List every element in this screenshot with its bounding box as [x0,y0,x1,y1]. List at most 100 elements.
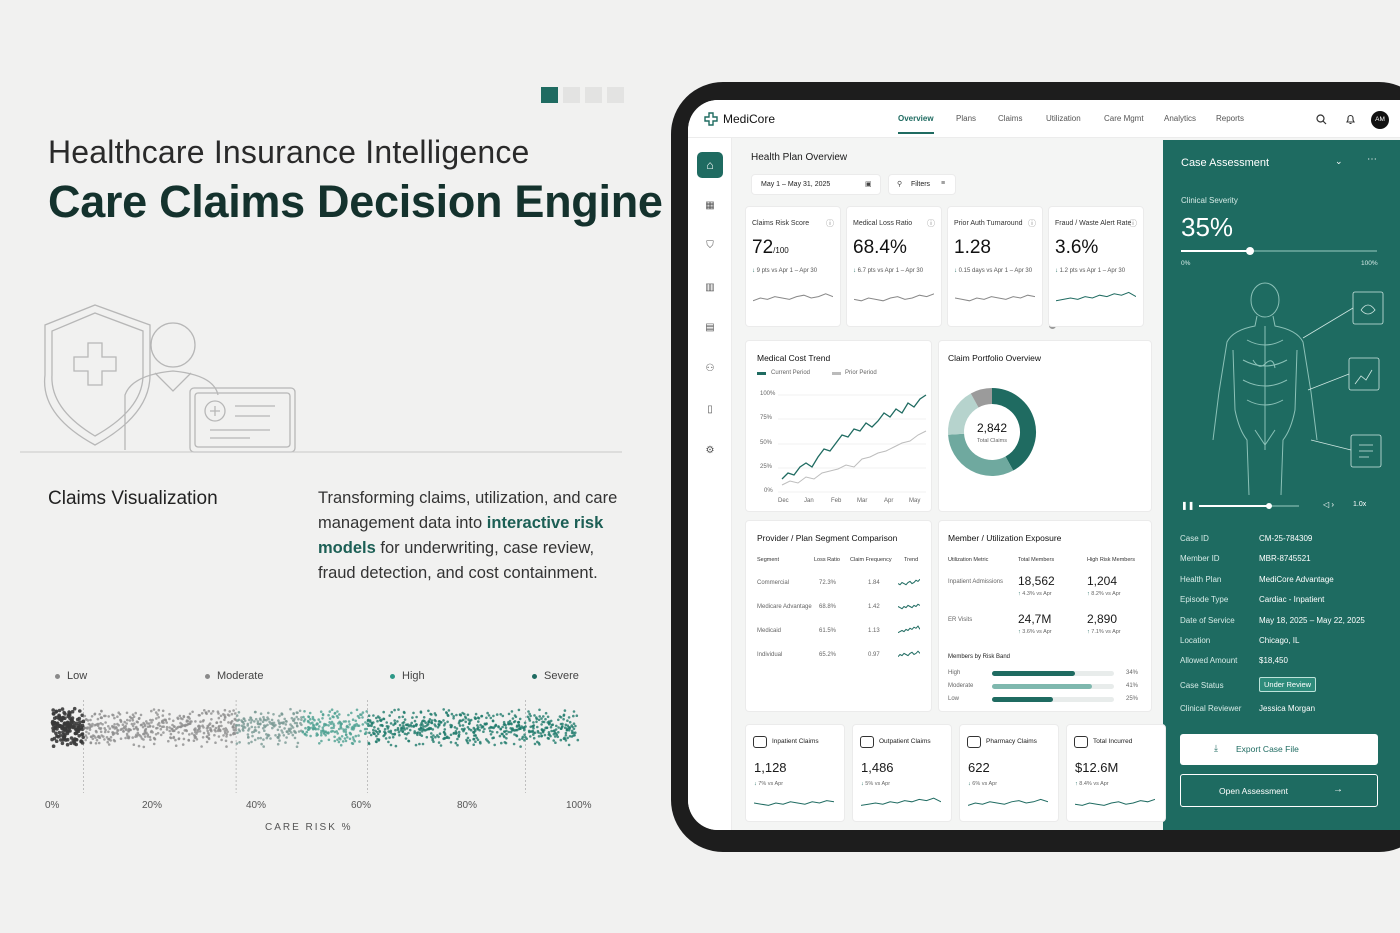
sidebar-users-icon[interactable]: ⚇ [705,363,715,374]
sidebar-chart-icon[interactable]: ▥ [705,282,715,293]
date-range-picker[interactable]: May 1 – May 31, 2025 ▣ [751,174,881,195]
nav-care-mgmt[interactable]: Care Mgmt [1104,114,1144,123]
nav-reports[interactable]: Reports [1216,114,1245,123]
severity-slider[interactable] [1181,247,1377,255]
risk-point [278,739,281,742]
risk-point [179,725,182,729]
export-case-button[interactable]: ⤓ Export Case File [1180,734,1378,765]
x-tick: Feb [831,498,842,504]
page-dot[interactable] [585,87,602,103]
risk-point [507,712,511,716]
risk-point [196,730,199,733]
risk-point [483,727,486,731]
nav-claims[interactable]: Claims [998,114,1023,123]
risk-point [327,738,331,742]
risk-point [403,728,407,731]
risk-point [402,724,405,727]
open-assessment-button[interactable]: Open Assessment → [1180,774,1378,807]
risk-point [513,720,517,723]
risk-point [510,710,514,713]
nav-plans[interactable]: Plans [956,114,977,123]
risk-point [565,728,569,732]
risk-point [192,733,196,737]
table-row[interactable]: Commercial 72.3% 1.84 [746,577,933,597]
risk-point [162,731,165,734]
risk-point [509,730,513,734]
sparkline-icon [955,294,1035,302]
more-icon[interactable]: ⋯ [1367,154,1377,165]
hero-subtitle: Healthcare Insurance Intelligence [48,134,530,170]
risk-point [433,712,437,715]
risk-point [344,733,348,737]
claim-kpi-value: 1,128 [754,760,787,775]
brand-logo[interactable]: MediCore [704,112,775,126]
nav-analytics[interactable]: Analytics [1164,114,1197,123]
risk-point [407,724,411,728]
risk-point [124,727,127,730]
risk-point [132,743,136,746]
risk-point [446,720,449,724]
risk-point [232,723,236,726]
risk-point [154,711,158,714]
sidebar-settings-icon[interactable]: ⚙ [705,445,715,456]
risk-point [327,713,330,717]
kpi-delta: ↓ 1.2 pts vs Apr 1 – Apr 30 [1055,268,1125,274]
prev-next-icon[interactable]: ◁ › [1323,500,1335,509]
playback-slider[interactable] [1199,503,1299,509]
playback-speed[interactable]: 1.0x [1353,501,1367,508]
bell-icon[interactable] [1345,113,1356,125]
risk-point [155,717,158,720]
page-indicator[interactable] [541,87,624,103]
case-field-value: MediCore Advantage [1259,574,1334,584]
risk-point [361,716,364,719]
severity-slider-thumb[interactable] [1245,247,1254,255]
sidebar-building-icon[interactable]: ▤ [705,322,715,333]
search-icon[interactable] [1316,114,1327,125]
segment-card: Provider / Plan Segment Comparison Segme… [745,520,932,712]
chevron-down-icon[interactable]: ⌄ [1335,156,1343,166]
risk-point [436,734,439,737]
donut-slice-outpatient[interactable] [948,433,1014,476]
table-row[interactable]: Medicaid 61.5% 1.13 [746,625,933,645]
info-icon[interactable]: ⓘ [826,219,834,228]
risk-point [237,723,241,727]
info-icon[interactable]: ⓘ [927,219,935,228]
page-dot[interactable] [563,87,580,103]
risk-point [103,730,107,734]
risk-point [100,734,103,737]
page-dot[interactable] [607,87,624,103]
avatar[interactable]: AM [1371,111,1389,129]
sidebar-shield-icon[interactable]: ⛉ [706,240,714,251]
playback-slider-thumb[interactable] [1266,503,1272,509]
table-row[interactable]: Medicare Advantage 68.8% 1.42 [746,601,933,621]
nav-utilization[interactable]: Utilization [1046,114,1081,123]
risk-point [112,732,115,735]
donut-slice-inpatient[interactable] [991,388,1036,471]
cost-trend-card: Medical Cost Trend Current Period Prior … [745,340,932,512]
sidebar-home-icon[interactable]: ⌂ [697,152,723,178]
risk-point [491,719,495,723]
x-tick: 0% [45,800,60,811]
table-row[interactable]: Individual 65.2% 0.97 [746,649,933,669]
page-dot-active[interactable] [541,87,558,103]
pause-icon[interactable]: ❚❚ [1181,501,1195,510]
filters-button[interactable]: ⚲ Filters ≡ [888,174,956,195]
risk-band-fill [992,697,1053,702]
risk-point [296,741,300,745]
risk-point [210,718,213,721]
info-icon[interactable]: ⓘ [1129,219,1137,228]
donut-slice-other[interactable] [970,388,993,408]
risk-point [340,735,344,738]
sidebar-document-icon[interactable]: ▯ [707,404,713,415]
donut-slice-pharmacy[interactable] [948,393,979,435]
risk-band-bar [992,697,1114,702]
nav-overview[interactable]: Overview [898,114,934,134]
risk-point [347,720,351,723]
info-icon[interactable]: ⓘ [1028,219,1036,228]
risk-point [507,730,511,734]
risk-point [210,712,213,715]
risk-point [456,743,459,747]
risk-point [457,730,461,734]
risk-point [373,732,376,736]
sidebar-grid-icon[interactable]: ▦ [705,200,715,211]
